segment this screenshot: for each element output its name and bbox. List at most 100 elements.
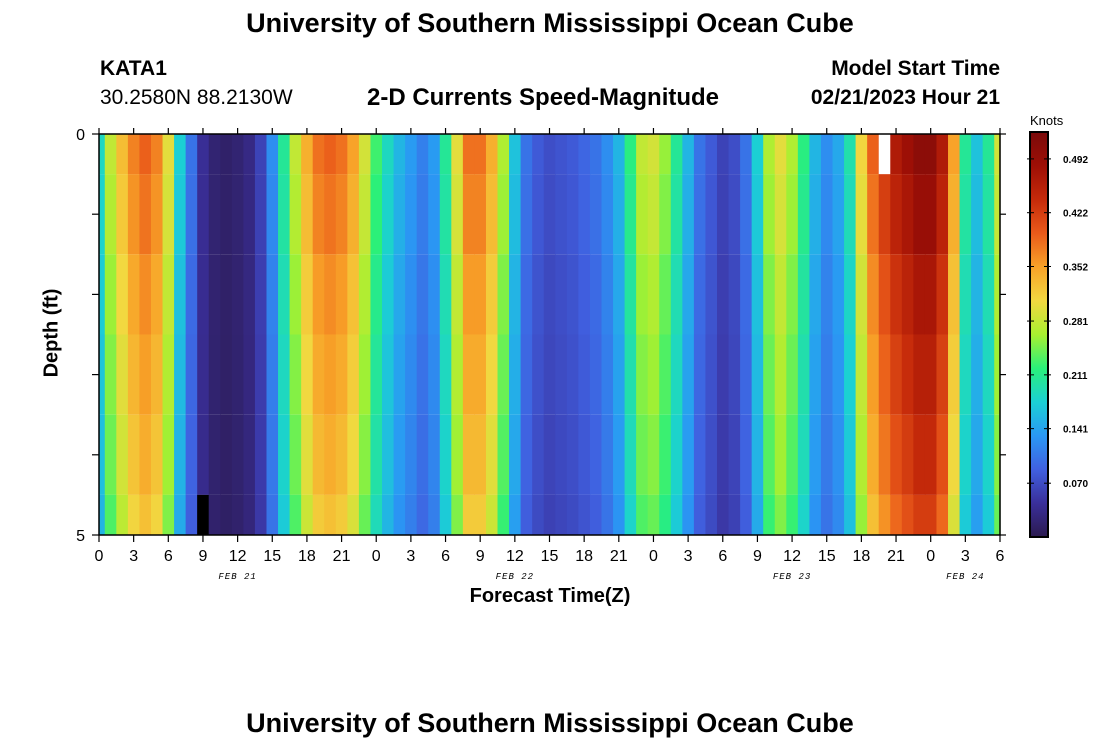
heatmap-cell [716,414,730,495]
heatmap-cell [867,494,880,535]
heatmap-cell [774,174,787,255]
colorbar-tick-label: 0.141 [1063,425,1088,436]
heatmap-cell [382,414,395,495]
heatmap-cell [613,414,626,495]
heatmap-cell [208,334,221,415]
heatmap-cell [185,334,198,415]
heatmap-cell [705,174,718,255]
heatmap-cell [405,414,418,495]
heatmap-cell [127,254,141,335]
heatmap-cell [566,134,579,175]
heatmap-cell [948,414,961,495]
heatmap-cell [485,494,499,535]
heatmap-cell [220,174,233,255]
heatmap-cell [347,254,360,335]
x-tick-label: 9 [476,548,485,565]
heatmap-cell [197,334,210,415]
heatmap-cell [578,494,591,535]
heatmap-cell [647,494,660,535]
heatmap-cell [335,134,348,175]
heatmap-cell [844,174,857,255]
heatmap-cell [832,334,845,415]
heatmap-cell [682,174,695,255]
heatmap-cell [578,334,591,415]
heatmap-cell [150,254,164,335]
heatmap-cell [670,334,683,415]
heatmap-cell [497,494,510,535]
x-tick-label: 12 [783,548,801,565]
heatmap-cell [659,334,672,415]
heatmap-cell [497,414,510,495]
heatmap-cell [532,414,545,495]
heatmap-cell [393,174,406,255]
heatmap-cell [566,334,579,415]
heatmap-cell [405,134,418,175]
heatmap-cell [948,134,961,175]
heatmap-cell [474,494,487,535]
heatmap-cell [994,174,1001,255]
heatmap-cell [809,174,822,255]
heatmap-cell [959,254,972,335]
heatmap-cell [636,254,649,335]
heatmap-cell [994,334,1001,415]
heatmap-cell [324,334,337,415]
heatmap-cell [139,334,152,415]
heatmap-cell [439,254,452,335]
colorbar-tick-label: 0.211 [1063,371,1088,382]
heatmap-cell [150,174,164,255]
heatmap-cell [474,174,487,255]
date-label: FEB 23 [773,572,811,582]
heatmap-cell [647,254,660,335]
axes: 0 3 6 9 12 15 18 21 0 3 6 9 12 15 18 21 0 3 6 9 12 15 18 21 0 3 6 F… [76,127,1006,582]
heatmap-cell [693,254,707,335]
heatmap-cell [820,494,834,535]
heatmap-cell [439,334,452,415]
x-tick-label: 21 [887,548,905,565]
heatmap-cell [174,334,187,415]
date-label: FEB 24 [946,572,984,582]
heatmap-cell [890,494,903,535]
heatmap-cell [220,134,233,175]
heatmap-cell [613,134,626,175]
heatmap-cell [289,174,302,255]
x-tick-label: 9 [199,548,208,565]
heatmap-cell [416,174,429,255]
heatmap-cell [682,254,695,335]
heatmap-cell [278,254,291,335]
heatmap-cell [728,134,741,175]
heatmap-cell [289,414,302,495]
heatmap-cell [139,254,152,335]
heatmap-cell [197,134,210,175]
heatmap-cell [774,494,787,535]
heatmap-cell [208,254,221,335]
heatmap-cell [382,134,395,175]
heatmap-cell [116,254,129,335]
heatmap-cell [254,174,268,255]
heatmap-cell [243,134,256,175]
x-tick-label: 18 [298,548,316,565]
heatmap-cell [208,414,221,495]
heatmap-cell [335,174,348,255]
heatmap-cell [185,174,198,255]
x-tick-label: 0 [649,548,658,565]
x-tick-label: 12 [229,548,247,565]
heatmap-cell [751,414,764,495]
x-tick-label: 0 [95,548,104,565]
heatmap-cell [462,254,476,335]
heatmap-cell [971,134,984,175]
heatmap-cell [855,134,868,175]
heatmap-cell [99,494,106,535]
heatmap-cell [936,134,949,175]
heatmap-cell [740,334,753,415]
heatmap-cell [254,414,268,495]
heatmap-cell [589,254,603,335]
heatmap-cell [405,334,418,415]
heatmap-cell [786,414,799,495]
heatmap-cells [99,134,1001,535]
heatmap-cell [347,134,360,175]
colorbar-tick-label: 0.352 [1063,262,1088,273]
heatmap-cell [266,414,279,495]
heatmap-cell [174,414,187,495]
heatmap-cell [99,134,106,175]
x-tick-label: 21 [333,548,351,565]
